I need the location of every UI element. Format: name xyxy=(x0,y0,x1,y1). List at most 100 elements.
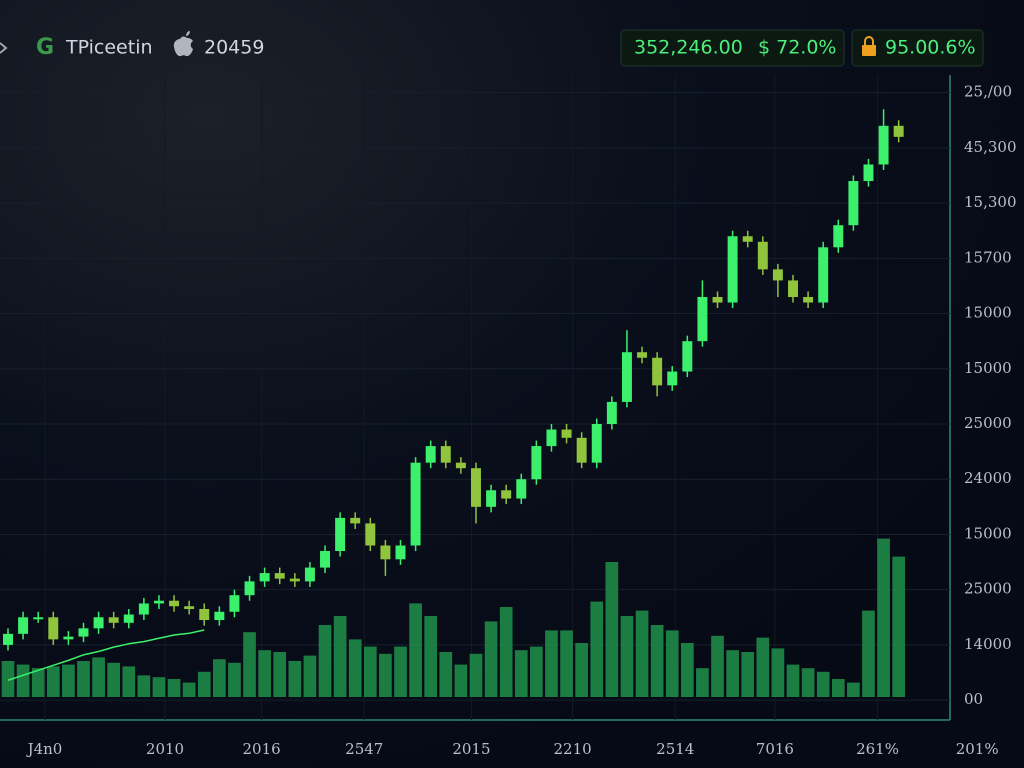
stat: 95.00.6% xyxy=(885,37,976,59)
price-box[interactable] xyxy=(620,29,845,67)
volume-bar xyxy=(816,671,830,697)
candle-body xyxy=(742,236,753,242)
volume-bar xyxy=(560,630,573,697)
volume-bar xyxy=(409,603,422,697)
volume-bar xyxy=(499,607,513,697)
candle-body xyxy=(863,164,874,182)
volume-bar xyxy=(847,682,860,697)
volume-bar xyxy=(680,643,694,697)
volume-bar xyxy=(862,610,875,697)
volume-bar xyxy=(439,652,453,697)
candle-body xyxy=(516,479,527,499)
volume-bar xyxy=(484,621,498,697)
candle-body xyxy=(18,617,29,634)
candle-body xyxy=(380,545,391,560)
volume-bar xyxy=(77,661,90,697)
volume-bar xyxy=(197,671,211,697)
y-tick-label: 15000 xyxy=(964,359,1012,377)
volume-bar xyxy=(605,562,619,697)
candle-body xyxy=(214,611,225,621)
volume-bar xyxy=(288,661,302,697)
candle-body xyxy=(440,446,451,463)
volume-bar xyxy=(786,664,800,697)
volume-bar xyxy=(62,664,75,697)
volume-bar xyxy=(892,556,906,697)
y-tick-label: 00 xyxy=(964,690,983,708)
menu-arrow[interactable] xyxy=(0,42,8,54)
x-tick-label: 261% xyxy=(856,740,899,758)
volume-bar xyxy=(877,538,890,697)
candle-body xyxy=(531,446,542,480)
volume-bar xyxy=(665,630,679,697)
candle-body xyxy=(486,490,497,507)
volume-bar xyxy=(228,662,241,697)
candle-body xyxy=(33,617,44,620)
candle-body xyxy=(410,462,421,546)
volume-bar xyxy=(333,616,347,697)
g-logo: G xyxy=(36,35,54,60)
volume-bar xyxy=(545,630,558,697)
volume-bar xyxy=(726,650,739,697)
volume-bar xyxy=(243,632,256,697)
volume-bar xyxy=(348,639,362,697)
volume-bar xyxy=(46,666,60,697)
candle-body xyxy=(169,600,180,607)
volume-bar xyxy=(771,648,785,697)
moving-average xyxy=(7,629,205,681)
candle-body xyxy=(138,603,149,615)
candle-body xyxy=(455,462,466,469)
volume-bar xyxy=(303,655,317,697)
candle-body xyxy=(350,517,361,524)
y-tick-label: 15,300 xyxy=(964,193,1017,211)
candle-body xyxy=(123,614,134,623)
x-tick-label: 2210 xyxy=(554,740,592,758)
volume-bar xyxy=(469,653,483,697)
volume-bar xyxy=(424,616,438,697)
candle-body xyxy=(833,225,844,248)
volume-bar xyxy=(152,677,166,697)
candle-body xyxy=(78,628,89,637)
volume-bar xyxy=(454,664,468,697)
y-tick-label: 14000 xyxy=(964,635,1012,653)
candle-body xyxy=(788,280,798,297)
lock-shackle xyxy=(864,36,874,45)
candle-body xyxy=(818,247,829,303)
candle-body xyxy=(878,125,889,165)
candle-body xyxy=(304,567,315,582)
candle-body xyxy=(667,371,678,386)
candle-body xyxy=(606,401,617,425)
x-tick-label: 201% xyxy=(956,740,999,758)
candle-body xyxy=(803,296,814,303)
volume-bar xyxy=(514,650,528,697)
y-tick-label: 45,300 xyxy=(964,138,1017,156)
change: $ 72.0% xyxy=(758,37,837,59)
candle-body xyxy=(93,617,104,629)
volume-bar xyxy=(394,646,407,697)
volume-bar xyxy=(16,664,30,697)
volume-bar xyxy=(167,679,181,697)
stat-box[interactable] xyxy=(851,29,984,67)
volume-bar xyxy=(379,653,392,697)
volume-bar xyxy=(590,601,604,697)
candle-body xyxy=(244,581,255,596)
x-tick-label: 2547 xyxy=(345,740,383,758)
candle-body xyxy=(48,617,59,640)
candle-body xyxy=(576,437,587,463)
candle-body xyxy=(425,446,436,463)
candle-body xyxy=(621,352,632,402)
volume-bar xyxy=(741,652,755,697)
candle-body xyxy=(546,429,557,447)
candle-body xyxy=(652,357,663,386)
candle-body xyxy=(3,633,13,645)
volume-bar xyxy=(620,616,634,697)
volume-bar xyxy=(635,610,649,697)
volume-bar xyxy=(318,625,332,697)
y-tick-label: 15000 xyxy=(964,304,1012,322)
candle-body xyxy=(259,573,270,582)
candle-body xyxy=(153,600,164,604)
volume-bar xyxy=(182,682,196,697)
candle-body xyxy=(697,296,708,342)
y-tick-label: 24000 xyxy=(964,469,1012,487)
